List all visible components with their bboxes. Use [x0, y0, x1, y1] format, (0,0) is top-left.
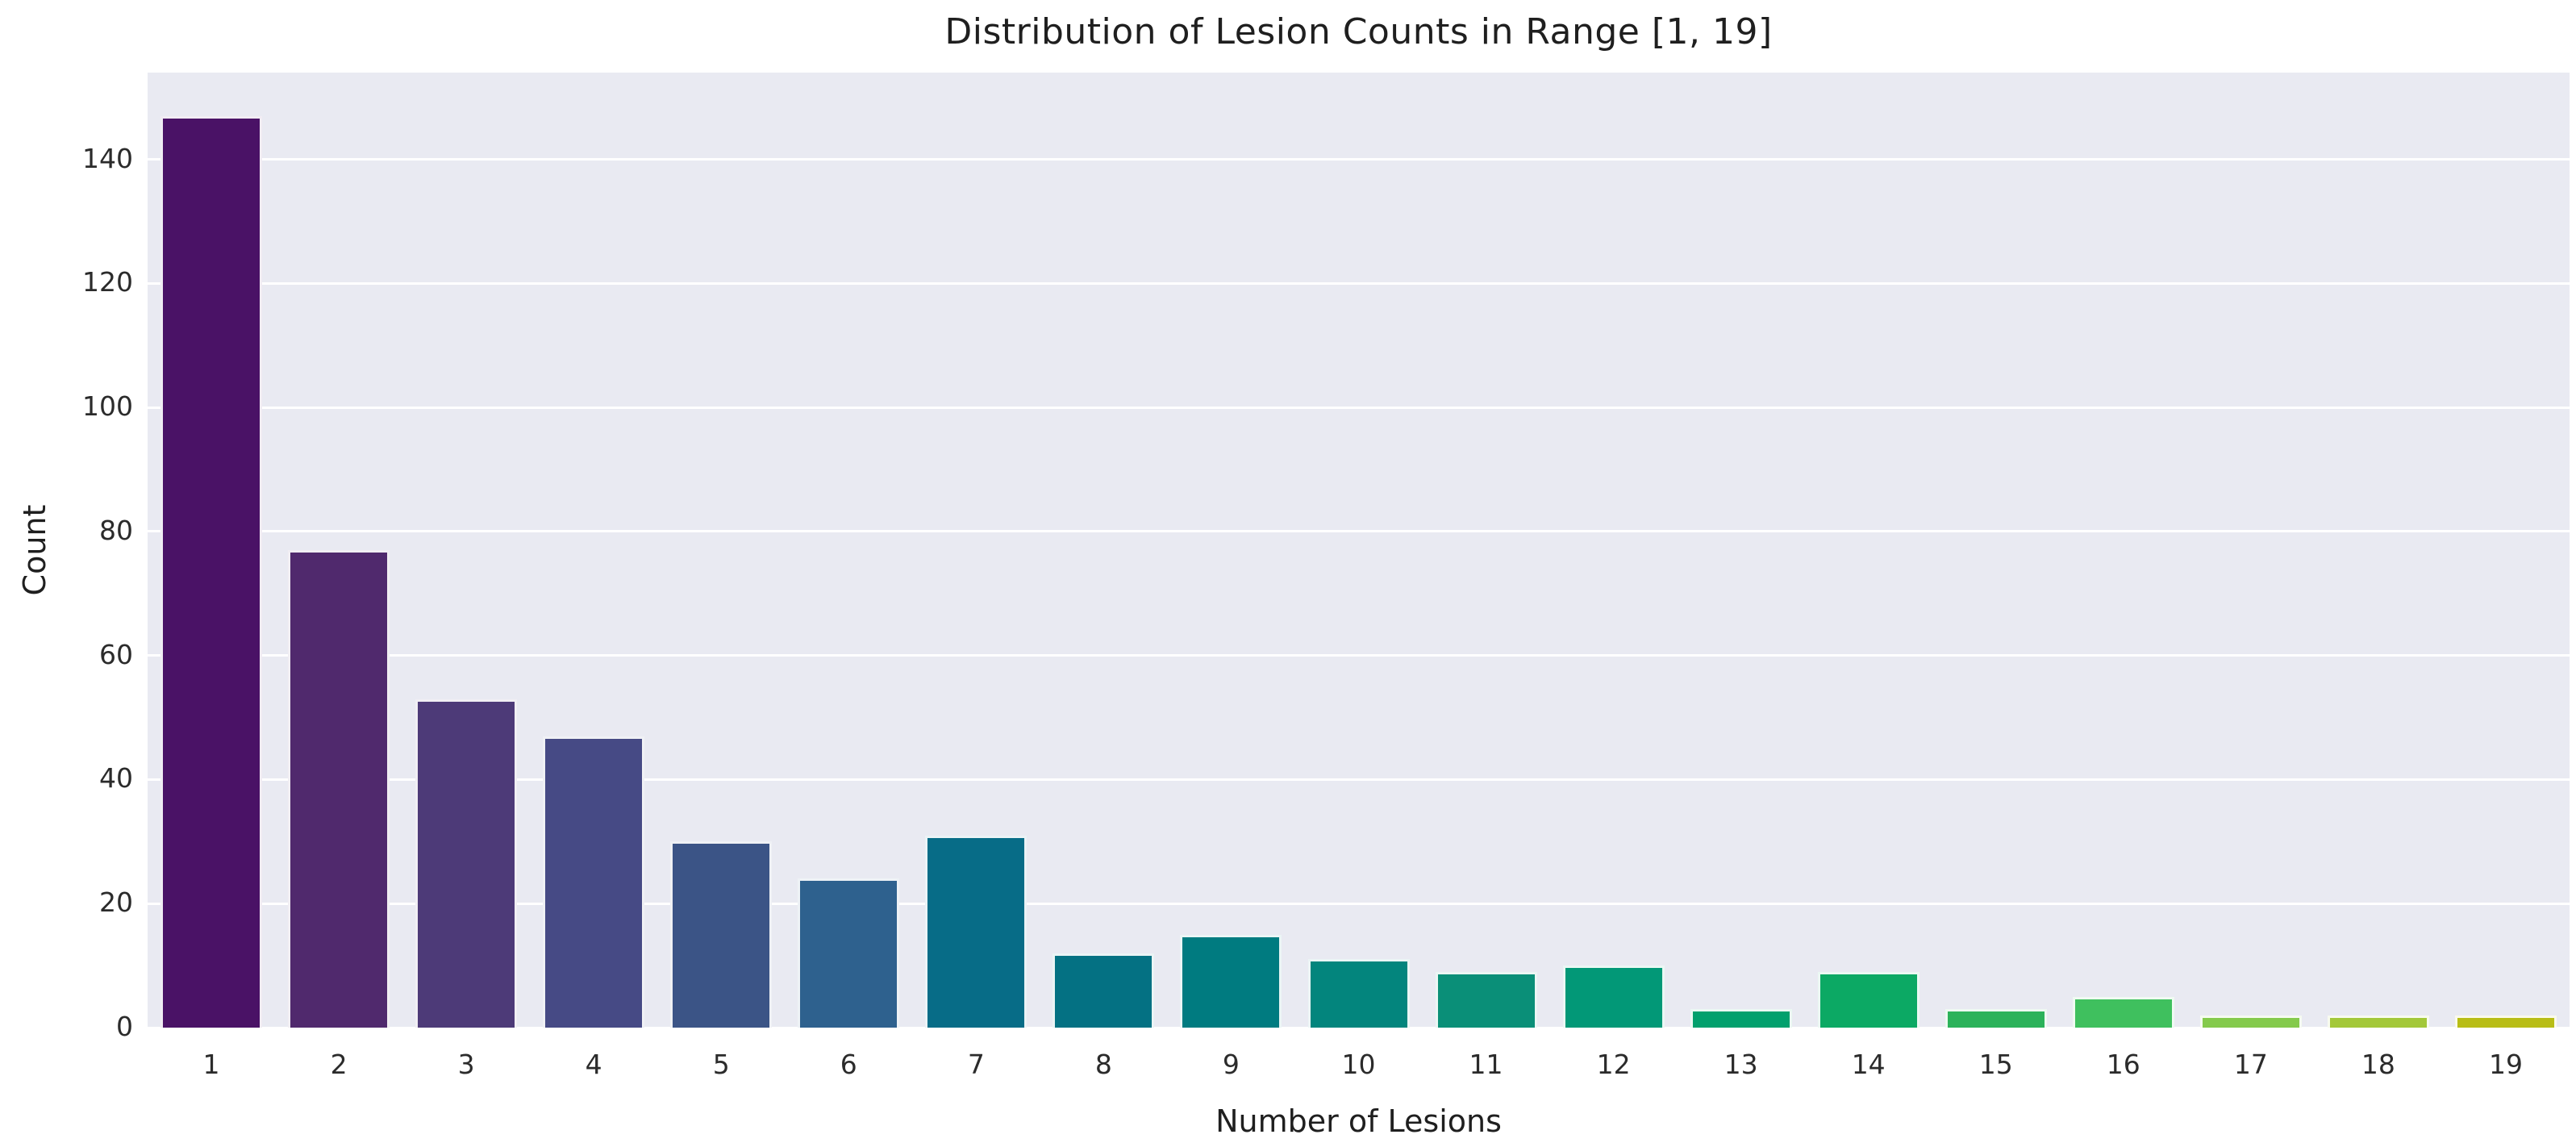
gridline-y-20 — [148, 902, 2570, 905]
y-axis-label: Count — [17, 504, 52, 596]
plot-area — [136, 73, 2570, 1029]
bar-2 — [288, 550, 390, 1028]
bar-12 — [1563, 966, 1665, 1028]
x-tick-label-7: 7 — [967, 1049, 985, 1080]
gridline-y-40 — [148, 778, 2570, 781]
x-tick-label-19: 19 — [2488, 1049, 2523, 1080]
bar-14 — [1818, 972, 1919, 1028]
x-tick-label-14: 14 — [1851, 1049, 1886, 1080]
gridline-y-100 — [148, 406, 2570, 409]
x-tick-label-2: 2 — [330, 1049, 348, 1080]
gridline-y-60 — [148, 654, 2570, 657]
y-tick-mark-60 — [136, 654, 148, 657]
bar-11 — [1436, 972, 1537, 1028]
y-tick-mark-120 — [136, 282, 148, 285]
x-tick-label-1: 1 — [202, 1049, 220, 1080]
bar-19 — [2455, 1016, 2557, 1028]
bar-9 — [1180, 935, 1282, 1028]
bar-5 — [670, 841, 772, 1028]
x-tick-label-16: 16 — [2106, 1049, 2140, 1080]
y-tick-mark-80 — [136, 530, 148, 533]
x-tick-label-13: 13 — [1724, 1049, 1758, 1080]
bar-8 — [1052, 953, 1154, 1028]
y-tick-mark-0 — [136, 1026, 148, 1029]
bar-7 — [925, 836, 1027, 1028]
chart-title: Distribution of Lesion Counts in Range [… — [944, 11, 1773, 52]
x-tick-label-11: 11 — [1469, 1049, 1503, 1080]
x-tick-label-12: 12 — [1596, 1049, 1631, 1080]
x-tick-label-10: 10 — [1341, 1049, 1376, 1080]
y-tick-label-60: 60 — [99, 638, 133, 670]
bar-1 — [160, 116, 262, 1028]
y-tick-label-40: 40 — [99, 762, 133, 795]
y-tick-mark-140 — [136, 158, 148, 161]
bar-16 — [2073, 997, 2174, 1028]
y-tick-label-140: 140 — [82, 142, 133, 174]
bar-13 — [1690, 1009, 1792, 1028]
x-tick-label-8: 8 — [1094, 1049, 1112, 1080]
bar-3 — [415, 699, 517, 1028]
y-tick-mark-20 — [136, 902, 148, 905]
gridline-y-80 — [148, 530, 2570, 533]
bar-15 — [1945, 1009, 2047, 1028]
bar-4 — [543, 736, 644, 1028]
x-tick-label-15: 15 — [1978, 1049, 2013, 1080]
gridline-y-120 — [148, 282, 2570, 285]
x-tick-label-3: 3 — [457, 1049, 475, 1080]
bar-6 — [798, 878, 899, 1028]
y-tick-label-100: 100 — [82, 390, 133, 423]
gridline-y-140 — [148, 158, 2570, 161]
x-tick-label-17: 17 — [2233, 1049, 2268, 1080]
x-tick-label-5: 5 — [712, 1049, 730, 1080]
x-tick-label-18: 18 — [2361, 1049, 2395, 1080]
y-tick-label-20: 20 — [99, 886, 133, 919]
y-tick-mark-100 — [136, 406, 148, 409]
bar-10 — [1308, 959, 1410, 1028]
x-tick-label-9: 9 — [1222, 1049, 1240, 1080]
y-tick-mark-40 — [136, 778, 148, 781]
y-tick-label-0: 0 — [116, 1011, 133, 1042]
bar-17 — [2200, 1016, 2302, 1028]
x-axis-label: Number of Lesions — [1215, 1103, 1502, 1139]
x-tick-label-6: 6 — [840, 1049, 857, 1080]
x-tick-label-4: 4 — [585, 1049, 602, 1080]
y-tick-label-120: 120 — [82, 266, 133, 298]
bar-18 — [2328, 1016, 2429, 1028]
gridline-y-0 — [148, 1026, 2570, 1029]
y-tick-label-80: 80 — [99, 514, 133, 546]
